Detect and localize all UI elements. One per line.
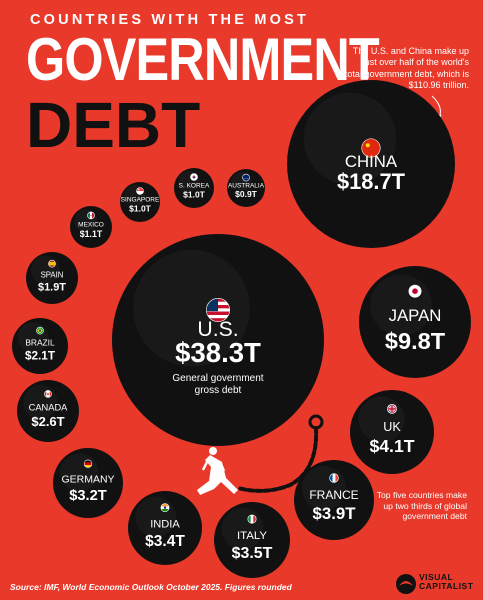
ball-chain (236, 414, 324, 493)
bubble-india: INDIA $3.4T (128, 491, 202, 565)
visual-capitalist-logo-icon (396, 574, 416, 594)
value-label: $0.9T (235, 189, 258, 199)
country-label: JAPAN (389, 306, 442, 325)
bubble-uk: UK $4.1T (350, 390, 434, 474)
source-note: Source: IMF, World Economic Outlook Octo… (10, 582, 292, 592)
country-label: FRANCE (309, 488, 358, 502)
japan-flag-icon (408, 285, 422, 298)
bubble-japan: JAPAN $9.8T (359, 266, 471, 378)
italy-flag-icon (247, 514, 257, 524)
value-label: $9.8T (385, 328, 446, 354)
value-label: $3.9T (313, 504, 357, 523)
india-flag-icon (160, 503, 170, 512)
total-debt-annotation: The U.S. and China make up just over hal… (344, 46, 469, 90)
us-note-line: General government (172, 373, 263, 384)
country-label: GERMANY (61, 473, 114, 485)
bubble-australia: AUSTRALIA$0.9T (227, 169, 265, 207)
south-korea-flag-icon (190, 173, 198, 181)
debt-ball (174, 168, 214, 208)
country-label: S. KOREA (179, 183, 210, 190)
value-label: $1.9T (38, 281, 66, 293)
debt-ball (128, 491, 202, 565)
debt-ball (287, 80, 455, 248)
main-title-line-1: GOVERNMENT (26, 26, 380, 93)
chain-link (236, 426, 319, 493)
country-label: CHINA (345, 152, 398, 171)
value-label: $18.7T (337, 169, 406, 194)
country-label: BRAZIL (25, 337, 55, 347)
germany-flag-icon (84, 459, 92, 468)
brand-logo: VISUAL CAPITALIST (395, 572, 475, 596)
bubble-mexico: MEXICO$1.1T (70, 206, 112, 248)
bubble-china: CHINA$18.7T (287, 80, 455, 248)
bubble-singapore: SINGAPORE$1.0T (120, 182, 160, 222)
australia-flag-icon (242, 174, 250, 182)
bubble-spain: SPAIN $1.9T (26, 252, 78, 304)
debt-ball (227, 169, 265, 207)
kicker-title: COUNTRIES WITH THE MOST (30, 12, 310, 28)
mexico-flag-icon (87, 211, 95, 219)
country-label: INDIA (150, 518, 180, 530)
bubble-germany: GERMANY $3.2T (53, 448, 123, 518)
bubble-brazil: BRAZIL $2.1T (12, 318, 68, 374)
brand-line-2: CAPITALIST (419, 580, 474, 591)
country-label: AUSTRALIA (228, 183, 265, 190)
value-label: $1.0T (183, 190, 206, 200)
singapore-flag-icon (136, 187, 144, 195)
country-label: MEXICO (78, 222, 104, 229)
value-label: $4.1T (369, 436, 414, 456)
value-label: $1.0T (129, 204, 152, 214)
country-label: U.S. (197, 318, 238, 341)
value-label: $3.4T (145, 533, 185, 550)
value-label: $1.1T (80, 229, 103, 239)
debt-ball (350, 390, 434, 474)
brand-line-1: VISUAL (419, 572, 454, 582)
debt-ball (214, 502, 290, 578)
debt-ball (53, 448, 123, 518)
value-label: $2.6T (31, 414, 64, 429)
us-note-line: gross debt (195, 385, 242, 396)
country-label: SINGAPORE (121, 197, 160, 204)
bubble-canada: CANADA $2.6T (17, 380, 79, 442)
bubble-s-korea: S. KOREA$1.0T (174, 168, 214, 208)
top-five-annotation: Top five countries make up two thirds of… (376, 490, 467, 522)
debt-ball (70, 206, 112, 248)
debt-ball (112, 234, 324, 446)
bubble-italy: ITALY $3.5T (214, 502, 290, 578)
debt-ball (17, 380, 79, 442)
value-label: $38.3T (175, 337, 261, 368)
brazil-flag-icon (36, 327, 44, 335)
value-label: $3.2T (69, 488, 107, 504)
country-label: SPAIN (41, 270, 64, 279)
bubble-france: FRANCE $3.9T (294, 460, 374, 540)
main-title-line-2: DEBT (26, 89, 201, 161)
spain-flag-icon (48, 260, 56, 268)
country-label: UK (383, 420, 401, 434)
canada-flag-icon (44, 390, 52, 398)
china-flag-icon (361, 138, 381, 158)
debt-ball (26, 252, 78, 304)
value-label: $2.1T (25, 349, 56, 362)
value-label: $3.5T (232, 545, 273, 562)
us-flag-icon (206, 298, 230, 322)
debt-ball (359, 266, 471, 378)
country-label: CANADA (29, 402, 69, 412)
debt-ball (120, 182, 160, 222)
debt-ball (12, 318, 68, 374)
country-label: ITALY (237, 530, 267, 542)
france-flag-icon (329, 473, 339, 483)
debt-ball (294, 460, 374, 540)
prisoner-figure (197, 447, 238, 495)
